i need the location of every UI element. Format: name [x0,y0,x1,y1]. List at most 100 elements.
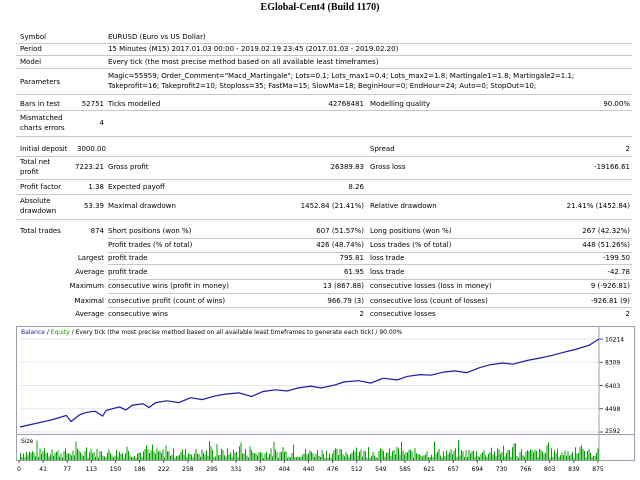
size-bar [413,457,414,460]
size-bar [444,456,446,460]
size-bar [540,449,542,460]
size-bar [449,452,450,460]
size-bar [102,455,104,460]
size-bar [240,442,242,460]
size-bar [255,453,257,460]
size-bar [569,455,570,460]
netprofit-label: Total net [20,158,51,166]
size-bar [167,451,168,460]
maximal-consec-profit-label: consecutive profit (count of wins) [108,297,226,305]
size-bar [537,457,539,460]
size-bar [378,450,380,460]
size-bar [264,453,266,460]
size-bar [147,449,149,460]
size-bar [303,453,305,460]
size-bar [384,456,386,460]
size-bar [192,457,194,460]
size-bar [57,450,59,460]
size-bar [284,452,285,460]
max-consec-wins-label: consecutive wins (profit in money) [108,282,230,290]
size-bar [467,456,468,460]
size-bar [150,450,152,460]
size-bar [195,448,197,460]
size-bar [53,455,54,460]
size-bar [254,453,255,460]
size-bar [114,455,116,460]
size-bar [96,449,98,460]
x-tick-label: 839 [568,466,580,473]
size-bar [153,451,155,460]
size-bar [525,451,527,460]
legend-sep: / [44,329,51,336]
balance-chart: Balance / Equity / Every tick (the most … [16,326,635,435]
size-bar [104,456,105,460]
size-bar [563,455,564,460]
x-axis: 0 41 77 113 150 186 222 258 295 331 367 404 440 476 51… [16,460,633,474]
bars-label: Bars in test [20,100,60,108]
size-bar [438,448,440,460]
size-bar [314,456,315,460]
x-tick-label: 730 [496,466,508,473]
x-tick-label: 440 [303,466,315,473]
size-bar [137,453,138,460]
size-bar [168,451,170,460]
size-bar [588,448,590,460]
size-bar [305,449,306,460]
size-bar [308,453,309,460]
size-bar [152,444,153,460]
size-bar [230,452,231,460]
size-bar [440,455,441,460]
divider [108,293,632,294]
size-bar [503,445,504,460]
size-label: Size [21,438,34,445]
size-bar [141,456,143,460]
divider [16,179,632,180]
size-bar [276,452,278,460]
size-bar [84,451,86,460]
short-positions-label: Short positions (won %) [108,227,192,235]
maximal-consec-profit-value: 966.79 (3) [327,297,364,305]
size-bar [581,445,582,460]
size-bar [207,455,209,460]
size-bar [86,447,87,460]
size-bar [429,457,431,460]
size-bar [366,457,368,460]
x-tick-label: 186 [134,466,146,473]
size-bar [272,456,273,460]
size-bar [345,452,347,460]
size-bar [464,457,465,460]
size-bar [507,449,509,460]
size-bar [35,456,36,460]
size-bar [383,450,384,460]
size-bar [402,450,404,460]
parameters-label: Parameters [20,78,61,86]
size-bar [155,453,156,460]
divider [16,194,632,195]
size-bar [480,453,482,460]
size-bar [260,452,261,460]
spread-value: 2 [625,145,630,153]
size-bar [524,456,525,460]
size-bar [80,452,81,460]
size-bar [105,457,107,460]
size-bar [452,454,453,460]
divider [108,252,632,253]
size-bar [50,454,51,460]
size-bar [215,456,216,460]
size-bar [483,450,485,460]
size-bar [459,455,461,460]
size-bar [584,450,585,460]
size-bar [165,445,167,460]
size-bar [485,455,486,460]
size-bar [398,448,399,460]
expected-payoff-value: 8.26 [348,183,364,191]
size-bar [488,454,489,460]
size-bar [392,451,393,460]
size-bar [249,446,251,460]
size-bar [461,450,462,460]
size-bar [212,449,213,460]
divider [108,238,632,239]
divider [16,110,632,111]
size-bar [125,453,126,460]
size-bar [311,451,312,460]
